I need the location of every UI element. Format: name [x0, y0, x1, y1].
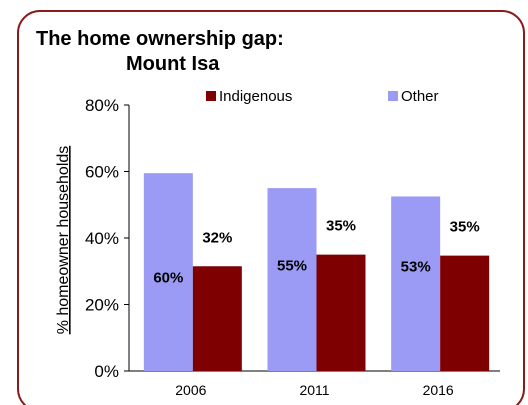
data-label-indigenous-2006: 32%: [202, 229, 232, 246]
bar-indigenous-2016: [440, 255, 490, 371]
data-label-indigenous-2011: 35%: [326, 218, 356, 235]
x-tick-label: 2011: [299, 382, 329, 398]
bar-indigenous-2006: [192, 266, 242, 371]
legend-swatch-other: [388, 91, 398, 101]
bars: [143, 173, 490, 371]
legend-label-indigenous: Indigenous: [219, 88, 292, 105]
bar-other-2006: [143, 173, 193, 371]
x-tick-label: 2016: [423, 382, 454, 398]
y-tick-label: 60%: [85, 163, 119, 182]
data-label-other-2006: 60%: [153, 269, 183, 286]
legend: Indigenous Other: [206, 88, 439, 105]
bar-other-2011: [267, 188, 317, 371]
x-ticks: 2006 2011 2016: [175, 382, 454, 398]
chart-title-line2: Mount Isa: [126, 53, 220, 75]
legend-swatch-indigenous: [206, 91, 216, 101]
y-tick-label: 40%: [85, 229, 119, 248]
data-label-indigenous-2016: 35%: [450, 219, 480, 236]
data-labels: 60% 32% 55% 35% 53% 35%: [153, 218, 479, 287]
bar-other-2016: [391, 196, 441, 371]
data-label-other-2016: 53%: [401, 259, 431, 276]
x-tick-label: 2006: [175, 382, 206, 398]
chart-title-line1: The home ownership gap:: [36, 28, 284, 50]
bar-indigenous-2011: [316, 254, 366, 371]
y-ticks: 0% 20% 40% 60% 80%: [85, 96, 129, 381]
legend-label-other: Other: [401, 88, 439, 105]
y-tick-label: 0%: [94, 362, 119, 381]
y-axis-label: % homeowner households: [55, 146, 72, 335]
y-tick-label: 20%: [85, 296, 119, 315]
data-label-other-2011: 55%: [277, 258, 307, 275]
y-tick-label: 80%: [85, 96, 119, 115]
